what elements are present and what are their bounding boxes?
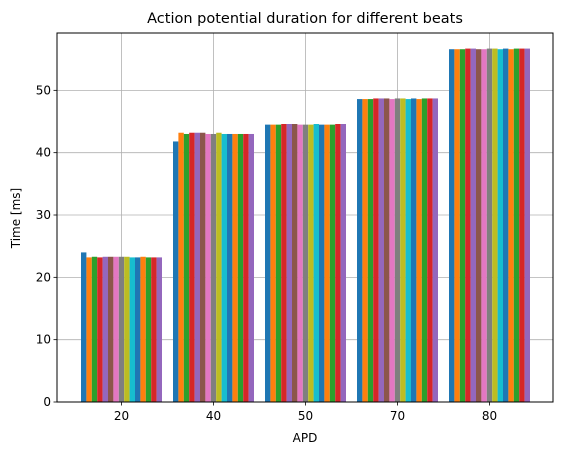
y-tick-label: 50 [36,83,51,97]
bar [454,49,460,402]
bar [427,98,433,402]
bar [400,98,406,402]
bar [292,124,298,402]
axes-frame [56,32,554,403]
bar [210,133,217,402]
bar [367,99,374,402]
bar [319,124,325,403]
bar [102,256,108,402]
bar [248,133,254,402]
bar [232,133,238,402]
bar [183,133,190,402]
bar [357,99,363,402]
y-tick-label: 10 [36,333,51,347]
bar [205,133,211,402]
bar [221,133,227,402]
bar [91,256,98,402]
bar [140,256,146,402]
bar [129,257,135,402]
bar [237,133,244,402]
bar [394,98,401,402]
x-axis-label: APD [293,431,318,445]
bar [243,133,249,402]
bar [470,48,476,403]
bar [449,49,455,402]
bar [281,124,287,402]
bar [513,48,520,403]
bar [384,98,390,402]
bar [524,48,530,403]
bar [151,257,157,402]
bar [178,132,184,402]
bars [81,48,530,403]
bar [497,49,503,402]
bar [340,124,346,402]
bar [86,257,92,402]
bar [227,133,233,402]
bar [270,124,276,403]
bar [405,99,411,402]
bar [324,124,330,403]
bar [313,124,319,402]
bar [118,256,125,402]
bar [476,49,482,402]
bar [481,49,487,402]
bar [389,99,395,402]
x-tick-label: 40 [206,409,221,423]
bar [459,49,466,402]
bar [200,132,206,402]
bar [421,98,428,402]
bar [275,124,282,403]
bar [503,48,509,403]
bar [432,98,438,402]
bar [411,98,417,402]
bar [286,124,292,402]
bar [362,99,368,402]
bar [81,252,87,402]
bar [508,49,514,402]
bar [465,48,471,403]
bar [373,98,379,402]
bar [194,132,200,402]
bar [97,257,103,402]
y-tick-label: 0 [43,395,51,409]
bar [124,256,130,402]
bar [108,256,114,402]
x-tick-label: 50 [298,409,313,423]
bar [492,48,498,403]
bar [302,124,309,403]
bar [113,256,119,402]
bar [486,48,493,403]
bar [297,124,303,403]
y-axis-label: Time [ms] [9,188,23,250]
x-tick-label: 20 [114,409,129,423]
ticks: 0 10 20 30 40 50 20 40 50 70 80 [36,83,497,423]
bar [416,99,422,402]
bar [156,257,162,402]
bar [519,48,525,403]
bar [145,257,152,402]
x-tick-label: 70 [390,409,405,423]
chart-title: Action potential duration for different … [147,11,463,27]
bar [135,257,141,402]
bar [216,132,222,402]
y-tick-label: 40 [36,146,51,160]
bar [308,124,314,403]
y-tick-label: 30 [36,208,51,222]
bar [173,141,179,402]
bar [189,132,195,402]
bar [329,124,336,403]
bar [265,124,271,403]
bar [335,124,341,402]
y-tick-label: 20 [36,270,51,284]
x-tick-label: 80 [482,409,497,423]
bar [378,98,384,402]
